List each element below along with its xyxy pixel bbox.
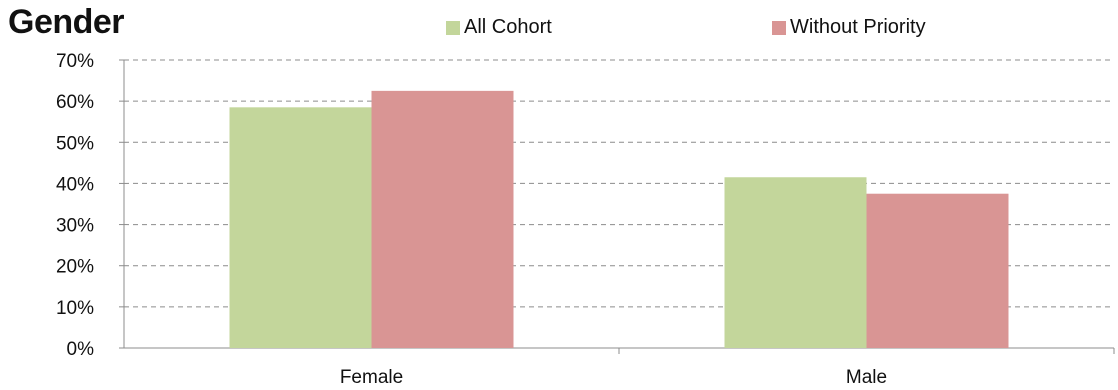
legend: All Cohort Without Priority (0, 16, 1118, 46)
chart-title: Gender (8, 3, 125, 41)
y-tick-label: 60% (56, 92, 94, 113)
y-tick-label: 10% (56, 298, 94, 319)
x-tick-label: Female (340, 367, 403, 388)
y-tick-label: 70% (56, 51, 94, 72)
y-tick-label: 30% (56, 216, 94, 237)
legend-swatch-all-cohort (446, 20, 460, 35)
y-tick-label: 0% (67, 339, 95, 360)
legend-label-all-cohort: All Cohort (464, 16, 552, 38)
bar-all-cohort-female (229, 107, 372, 348)
legend-item-without-priority: Without Priority (772, 16, 926, 39)
bar-all-cohort-male (724, 177, 867, 348)
legend-item-all-cohort: All Cohort (446, 16, 552, 39)
x-tick-label: Male (846, 367, 887, 388)
y-tick-label: 20% (56, 257, 94, 278)
y-tick-label: 50% (56, 133, 94, 154)
bar-without-priority-female (371, 90, 514, 348)
legend-swatch-without-priority (772, 20, 786, 35)
legend-label-without-priority: Without Priority (790, 16, 926, 38)
y-tick-label: 40% (56, 174, 94, 195)
bar-without-priority-male (866, 193, 1009, 348)
